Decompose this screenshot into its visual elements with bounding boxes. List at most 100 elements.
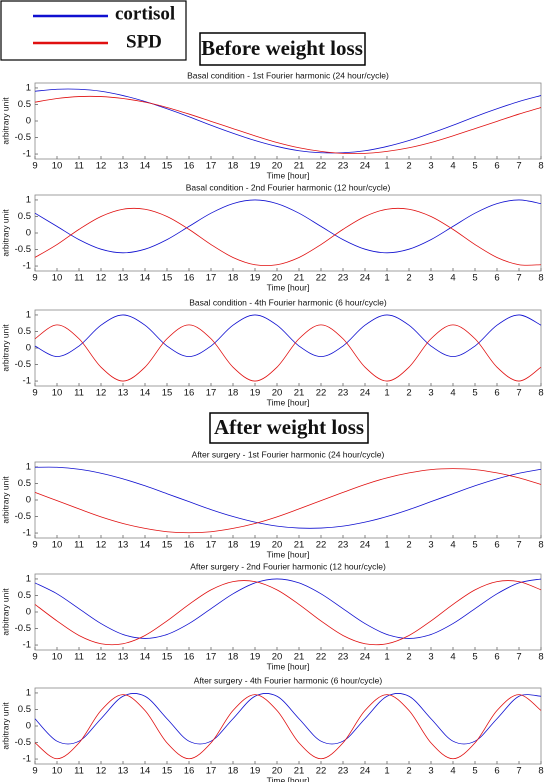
x-tick-label: 6: [494, 161, 499, 172]
plot-frame: [34, 461, 542, 539]
x-tick-label: 11: [74, 388, 84, 399]
chart-title: After surgery - 1st Fourier harmonic (24…: [192, 449, 385, 459]
x-tick-label: 17: [206, 388, 217, 399]
y-tick-label: -0.5: [15, 623, 31, 634]
x-tick-label: 20: [272, 652, 283, 663]
x-tick-label: 8: [538, 652, 543, 663]
y-axis-label: arbitrary unit: [0, 588, 10, 636]
x-tick-label: 20: [272, 273, 283, 284]
y-tick-label: 0: [26, 343, 31, 354]
x-tick-label: 12: [96, 388, 107, 399]
x-tick-label: 12: [96, 766, 107, 777]
x-tick-label: 19: [250, 273, 261, 284]
x-tick-label: 7: [516, 273, 521, 284]
x-tick-label: 20: [272, 766, 283, 777]
x-tick-label: 3: [428, 388, 433, 399]
x-tick-label: 5: [472, 540, 477, 551]
data-line: [34, 580, 542, 646]
x-tick-label: 15: [162, 161, 173, 172]
y-tick-label: -1: [23, 640, 31, 651]
x-tick-label: 6: [494, 388, 499, 399]
x-tick-label: 3: [428, 273, 433, 284]
y-tick-label: -0.5: [15, 244, 31, 255]
x-tick-label: 17: [206, 652, 217, 663]
y-tick-label: 0: [26, 116, 31, 127]
x-tick-label: 15: [162, 652, 173, 663]
data-line: [34, 199, 542, 254]
x-tick-label: 18: [228, 161, 239, 172]
x-tick-label: 1: [384, 273, 389, 284]
x-tick-label: 4: [450, 388, 455, 399]
x-tick-label: 22: [316, 161, 327, 172]
x-tick-label: 6: [494, 273, 499, 284]
x-tick-label: 23: [338, 652, 349, 663]
x-tick-label: 16: [184, 388, 195, 399]
x-tick-label: 18: [228, 540, 239, 551]
legend-label: cortisol: [115, 3, 175, 24]
x-tick-label: 23: [338, 540, 349, 551]
y-tick-label: -1: [23, 261, 31, 272]
x-tick-label: 23: [338, 766, 349, 777]
x-tick-label: 14: [140, 540, 151, 551]
chart-title: Basal condition - 2nd Fourier harmonic (…: [186, 182, 391, 192]
x-tick-label: 16: [184, 273, 195, 284]
y-tick-label: 1: [26, 687, 31, 698]
x-tick-label: 14: [140, 273, 151, 284]
x-tick-label: 24: [360, 161, 371, 172]
x-axis-label: Time [hour]: [267, 282, 310, 292]
x-tick-label: 3: [428, 540, 433, 551]
x-tick-label: 13: [118, 388, 129, 399]
x-tick-label: 15: [162, 540, 173, 551]
data-line: [34, 324, 542, 382]
x-tick-label: 22: [316, 388, 327, 399]
x-tick-label: 11: [74, 652, 84, 663]
data-line: [34, 466, 542, 529]
x-tick-label: 16: [184, 652, 195, 663]
x-tick-label: 20: [272, 388, 283, 399]
y-axis-label: arbitrary unit: [0, 324, 10, 372]
y-axis-label: arbitrary unit: [0, 702, 10, 750]
x-tick-label: 14: [140, 652, 151, 663]
plot-frame: [34, 82, 542, 160]
x-tick-label: 8: [538, 766, 543, 777]
x-tick-label: 19: [250, 388, 261, 399]
x-tick-label: 15: [162, 766, 173, 777]
x-tick-label: 6: [494, 766, 499, 777]
chart-title: After surgery - 2nd Fourier harmonic (12…: [190, 561, 386, 571]
y-tick-label: 0: [26, 607, 31, 618]
x-axis-label: Time [hour]: [267, 549, 310, 559]
y-tick-label: -1: [23, 754, 31, 765]
x-tick-label: 9: [32, 652, 37, 663]
y-tick-label: -0.5: [15, 737, 31, 748]
x-tick-label: 18: [228, 388, 239, 399]
x-tick-label: 13: [118, 161, 129, 172]
x-tick-label: 14: [140, 766, 151, 777]
x-tick-label: 2: [406, 766, 411, 777]
x-tick-label: 20: [272, 540, 283, 551]
x-tick-label: 22: [316, 766, 327, 777]
x-tick-label: 14: [140, 388, 151, 399]
plot-frame: [34, 573, 542, 651]
x-tick-label: 22: [316, 273, 327, 284]
plot-frame: [34, 194, 542, 272]
x-tick-label: 7: [516, 388, 521, 399]
x-tick-label: 11: [74, 540, 84, 551]
x-tick-label: 12: [96, 273, 107, 284]
x-tick-label: 10: [52, 388, 63, 399]
x-tick-label: 14: [140, 161, 151, 172]
x-tick-label: 13: [118, 273, 129, 284]
x-tick-label: 24: [360, 652, 371, 663]
x-tick-label: 10: [52, 273, 63, 284]
y-tick-label: -1: [23, 528, 31, 539]
x-tick-label: 12: [96, 540, 107, 551]
y-axis-label: arbitrary unit: [0, 209, 10, 257]
x-tick-label: 21: [294, 161, 305, 172]
x-tick-label: 15: [162, 388, 173, 399]
y-tick-label: 0.5: [18, 590, 31, 601]
x-tick-label: 8: [538, 161, 543, 172]
x-tick-label: 21: [294, 540, 305, 551]
x-tick-label: 9: [32, 540, 37, 551]
x-tick-label: 23: [338, 388, 349, 399]
x-tick-label: 12: [96, 161, 107, 172]
